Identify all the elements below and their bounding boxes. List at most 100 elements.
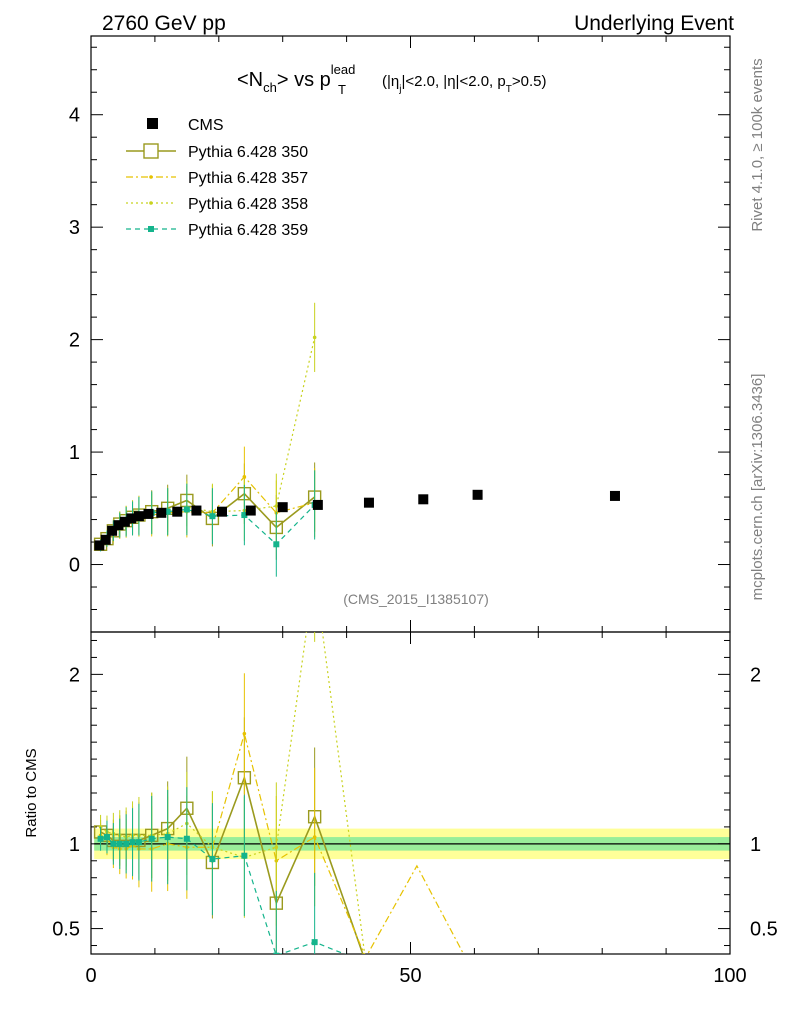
y-tick-label-ratio: 0.5	[52, 919, 80, 941]
cms-data-point	[126, 513, 137, 524]
ratio-point-2	[312, 835, 317, 839]
cms-data-point	[363, 497, 374, 508]
cms-data-point	[418, 494, 429, 505]
header-right: Underlying Event	[574, 12, 734, 35]
title-cut-a: (|η	[382, 73, 399, 90]
y-tick-label-ratio: 1	[69, 834, 80, 856]
legend-entry: CMS	[147, 117, 224, 134]
ratio-point-359	[148, 835, 155, 842]
ratio-point-359	[103, 834, 110, 841]
legend-marker	[149, 201, 153, 205]
y-tick-label-ratio-right: 2	[750, 664, 761, 686]
legend-marker	[149, 175, 153, 179]
legend: CMS Pythia 6.428 350 Pythia 6.428 357 Pythi…	[126, 117, 308, 239]
title-cut-b: |<2.0, |η|<2.0, p	[401, 73, 505, 90]
main-point-359	[183, 506, 190, 513]
ratio-point-3	[313, 571, 317, 575]
analysis-watermark: (CMS_2015_I1385107)	[343, 591, 489, 607]
legend-label: CMS	[188, 117, 224, 134]
main-point-3	[274, 504, 279, 508]
ratio-point-359	[110, 840, 117, 847]
ratio-point-359	[273, 952, 280, 954]
legend-marker	[148, 226, 154, 232]
main-point-359	[209, 513, 216, 520]
x-tick-label: 50	[399, 965, 421, 987]
cms-data-point	[216, 506, 227, 517]
title-cut-c: >0.5)	[512, 73, 547, 90]
ratio-point-359	[97, 835, 104, 842]
main-point-3	[312, 335, 317, 340]
y-tick-label-main: 2	[69, 330, 80, 352]
plot-title: <Nch> vs plead T (|ηj|<2.0, |η|<2.0, pT>0.…	[237, 62, 546, 97]
legend-swatch-cms	[147, 118, 158, 129]
main-point-359	[273, 541, 280, 548]
header-left: 2760 GeV pp	[102, 12, 226, 35]
ratio-point-359	[311, 939, 318, 946]
title-t2: T	[506, 84, 512, 95]
main-frame	[90, 35, 731, 633]
cms-data-point	[312, 499, 323, 510]
rivet-label: Rivet 4.1.0, ≥ 100k events	[749, 58, 766, 231]
title-lead: lead	[331, 62, 356, 77]
legend-entry: Pythia 6.428 350	[126, 143, 308, 161]
cms-data-point	[277, 502, 288, 513]
legend-marker	[143, 143, 159, 159]
legend-label: Pythia 6.428 357	[188, 170, 308, 187]
ratio-point-359	[164, 834, 171, 841]
ratio-series	[93, 571, 465, 954]
legend-label: Pythia 6.428 359	[188, 222, 308, 239]
cms-data-point	[100, 534, 111, 545]
y-tick-label-main: 0	[69, 555, 80, 577]
legend-label: Pythia 6.428 358	[188, 196, 308, 213]
cms-data-point	[191, 505, 202, 516]
cms-data-point	[245, 505, 256, 516]
ratio-point-3	[274, 845, 279, 850]
cms-data-point	[119, 516, 130, 527]
mcplots-label: mcplots.cern.ch [arXiv:1306.3436]	[749, 374, 766, 601]
title-t: T	[338, 82, 346, 97]
cms-data-point	[156, 507, 167, 518]
cms-data-point	[113, 520, 124, 531]
y-tick-label-ratio-right: 1	[750, 834, 761, 856]
legend-entry: Pythia 6.428 359	[126, 222, 308, 239]
y-tick-label-main: 4	[69, 105, 80, 127]
ratio-point-359	[116, 840, 123, 847]
legend-entry: Pythia 6.428 357	[126, 170, 308, 187]
ratio-ylabel: Ratio to CMS	[23, 748, 40, 837]
cms-data-point	[172, 506, 183, 517]
title-ch: ch	[263, 80, 277, 95]
ratio-panel: 0 50 100 0.5 0.5 1 1 2 2	[52, 571, 778, 987]
ratio-point-359	[135, 839, 142, 846]
ratio-point-359	[241, 852, 248, 859]
legend-entry: Pythia 6.428 358	[126, 196, 308, 213]
main-point-359	[164, 508, 171, 515]
ratio-line-1	[100, 775, 364, 954]
legend-label: Pythia 6.428 350	[188, 144, 308, 161]
ratio-point-359	[183, 835, 190, 842]
main-point-2	[242, 475, 247, 479]
ratio-point-359	[123, 840, 130, 847]
cms-data-point	[472, 489, 483, 500]
ratio-point-359	[129, 839, 136, 846]
cms-data-point	[143, 508, 154, 519]
main-panel: 0 1 2 3 4	[69, 35, 731, 633]
title-n: <N	[237, 69, 263, 91]
x-tick-label: 0	[85, 965, 96, 987]
y-tick-label-main: 1	[69, 442, 80, 464]
y-tick-label-ratio-right: 0.5	[750, 919, 778, 941]
cms-data-point	[107, 525, 118, 536]
main-series	[93, 302, 620, 577]
main-point-359	[241, 512, 248, 519]
cms-data-point	[94, 540, 105, 551]
title-j: j	[398, 84, 401, 95]
cms-data-point	[609, 490, 620, 501]
y-tick-label-ratio: 2	[69, 664, 80, 686]
ratio-line-3	[100, 632, 366, 954]
ratio-point-2	[242, 731, 247, 736]
title-vs: > vs p	[277, 69, 331, 91]
x-tick-label: 100	[713, 965, 746, 987]
cms-data-point	[133, 511, 144, 522]
ratio-point-359	[209, 856, 216, 863]
y-tick-label-main: 3	[69, 217, 80, 239]
